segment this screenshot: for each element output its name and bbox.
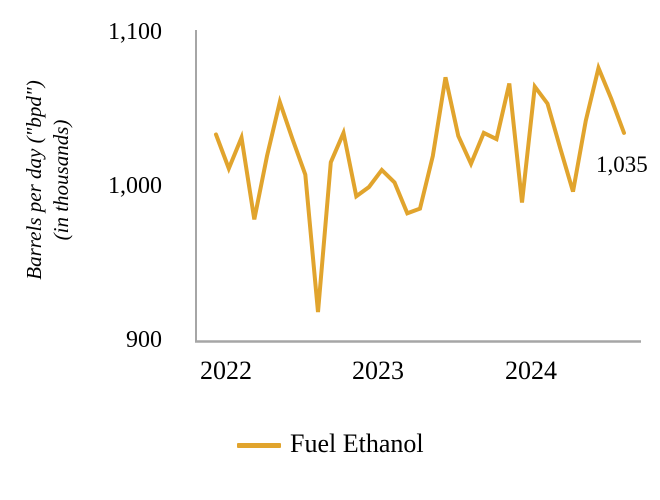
y-tick-1000: 1,000 xyxy=(108,173,162,199)
fuel-ethanol-line-series xyxy=(214,61,626,313)
y-tick-900: 900 xyxy=(126,327,162,353)
x-tick-2024: 2024 xyxy=(505,356,557,385)
last-point-data-label: 1,035 xyxy=(596,152,648,177)
y-tick-1100: 1,100 xyxy=(108,19,162,45)
legend-line-swatch-icon xyxy=(237,442,281,448)
legend: Fuel Ethanol xyxy=(237,429,424,459)
legend-label-fuel-ethanol: Fuel Ethanol xyxy=(290,429,424,458)
x-tick-2023: 2023 xyxy=(352,356,404,385)
x-tick-2022: 2022 xyxy=(200,356,252,385)
